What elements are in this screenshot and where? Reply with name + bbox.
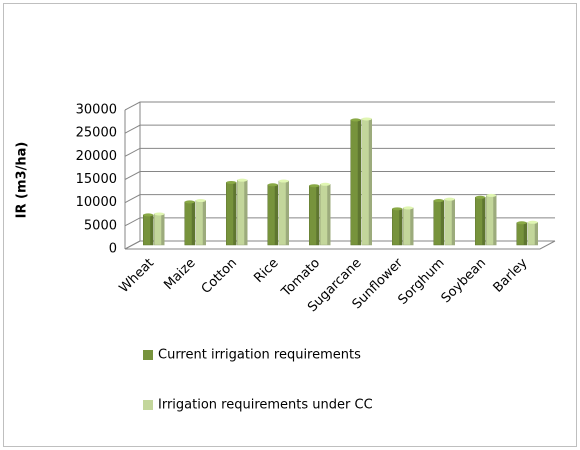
legend-swatch — [143, 400, 153, 410]
bar-top — [278, 179, 289, 183]
bar-top — [309, 184, 320, 188]
bar-top — [527, 220, 538, 224]
bar-top — [392, 207, 403, 211]
bar-side — [327, 184, 331, 245]
bar-side — [274, 184, 278, 245]
bar-side — [191, 201, 195, 245]
bar-side — [493, 195, 497, 245]
bar-top — [403, 206, 414, 210]
legend-swatch — [143, 350, 153, 360]
bar-side — [410, 207, 414, 245]
bar-side — [233, 182, 237, 245]
legend-label: Irrigation requirements under CC — [158, 398, 373, 413]
grid-line — [124, 124, 555, 134]
bar-side — [285, 181, 289, 245]
bar-side — [399, 208, 403, 245]
bar-top — [267, 183, 278, 187]
grid-line — [124, 217, 555, 227]
y-tick-label: 15000 — [76, 172, 117, 187]
bar-top — [237, 178, 248, 182]
bar-side — [161, 213, 165, 245]
bar-top — [361, 117, 372, 121]
bar-side — [368, 118, 372, 245]
bar-top — [195, 199, 206, 203]
bar-top — [486, 193, 497, 197]
y-axis-label: IR (m3/ha) — [15, 142, 30, 219]
grid-line — [124, 101, 555, 111]
bar-top — [516, 221, 527, 225]
bar-top — [475, 195, 486, 199]
bar-top — [350, 118, 361, 122]
bar-side — [202, 200, 206, 245]
bar-top — [184, 200, 195, 204]
y-tick-label: 5000 — [84, 218, 117, 233]
y-tick-label: 30000 — [76, 103, 117, 118]
grid-line — [124, 240, 555, 250]
legend-label: Current irrigation requirements — [158, 348, 361, 363]
y-tick-label: 25000 — [76, 126, 117, 141]
y-tick-label: 0 — [109, 242, 117, 257]
y-tick-label: 10000 — [76, 195, 117, 210]
grid-line — [124, 194, 555, 204]
grid-line — [124, 171, 555, 180]
bar-top — [143, 213, 154, 217]
bar-top — [320, 182, 331, 186]
bar-side — [482, 197, 486, 245]
bar-top — [226, 180, 237, 184]
bar-top — [444, 197, 455, 201]
bar-side — [523, 222, 527, 245]
grid-line — [124, 147, 555, 157]
bar-top — [433, 199, 444, 203]
bar-side — [244, 180, 248, 245]
y-tick-label: 20000 — [76, 149, 117, 164]
bar-side — [440, 200, 444, 245]
bar-side — [316, 185, 320, 245]
bar-top — [154, 212, 165, 216]
bar-side — [451, 199, 455, 245]
bar-side — [357, 119, 361, 245]
bar-side — [150, 214, 154, 245]
bar-side — [534, 222, 538, 245]
